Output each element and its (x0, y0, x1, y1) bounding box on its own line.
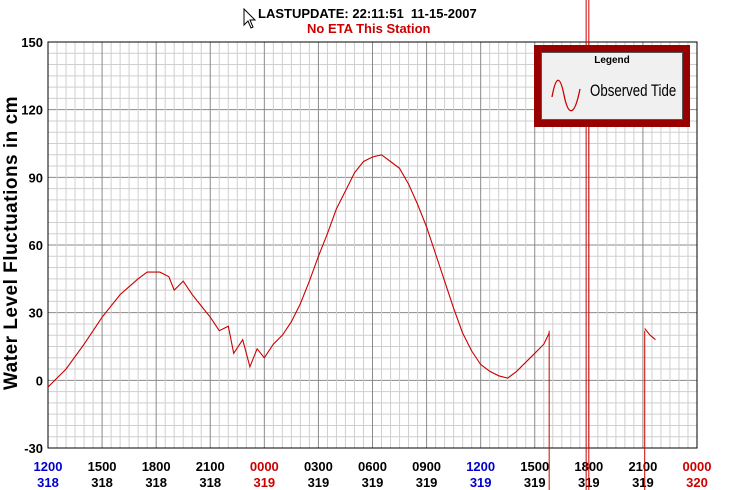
x-tick-time-label: 1800 (142, 459, 171, 474)
mouse-cursor-icon (243, 8, 257, 29)
x-tick-time-label: 1200 (466, 459, 495, 474)
eta-status-text: No ETA This Station (307, 21, 431, 36)
x-tick-day-label: 318 (145, 475, 167, 490)
x-tick-day-label: 319 (470, 475, 492, 490)
y-tick-label: 60 (29, 238, 43, 253)
x-tick-day-label: 318 (199, 475, 221, 490)
x-tick-time-label: 1500 (520, 459, 549, 474)
y-tick-label: 0 (36, 373, 43, 388)
y-tick-label: 30 (29, 306, 43, 321)
y-tick-label: 120 (21, 103, 43, 118)
legend-panel: Legend Observed Tide (541, 52, 683, 120)
x-tick-day-label: 320 (686, 475, 708, 490)
x-tick-time-label: 0600 (358, 459, 387, 474)
x-tick-time-label: 0000 (250, 459, 279, 474)
legend-title: Legend (594, 55, 630, 66)
x-tick-day-label: 319 (308, 475, 330, 490)
y-tick-label: 90 (29, 170, 43, 185)
x-tick-time-label: 1500 (88, 459, 117, 474)
x-tick-time-label: 0300 (304, 459, 333, 474)
x-tick-day-label: 319 (253, 475, 275, 490)
x-tick-day-label: 319 (416, 475, 438, 490)
x-tick-day-label: 318 (91, 475, 113, 490)
y-tick-label: -30 (24, 441, 43, 456)
y-tick-label: 150 (21, 35, 43, 50)
x-tick-time-label: 0000 (683, 459, 712, 474)
last-update-text: LASTUPDATE: 22:11:51 11-15-2007 (258, 6, 477, 21)
x-tick-day-label: 319 (362, 475, 384, 490)
x-tick-time-label: 0900 (412, 459, 441, 474)
legend-box: Legend Observed Tide (534, 45, 690, 127)
x-tick-time-label: 2100 (628, 459, 657, 474)
observed-tide-line (644, 328, 656, 341)
observed-tide-line (47, 154, 550, 388)
x-tick-day-label: 319 (632, 475, 654, 490)
legend-series-label: Observed Tide (590, 81, 677, 100)
wave-icon (551, 79, 581, 112)
x-tick-time-label: 1200 (34, 459, 63, 474)
x-tick-day-label: 318 (37, 475, 59, 490)
x-tick-day-label: 319 (524, 475, 546, 490)
x-tick-time-label: 2100 (196, 459, 225, 474)
plot-border (47, 41, 698, 449)
